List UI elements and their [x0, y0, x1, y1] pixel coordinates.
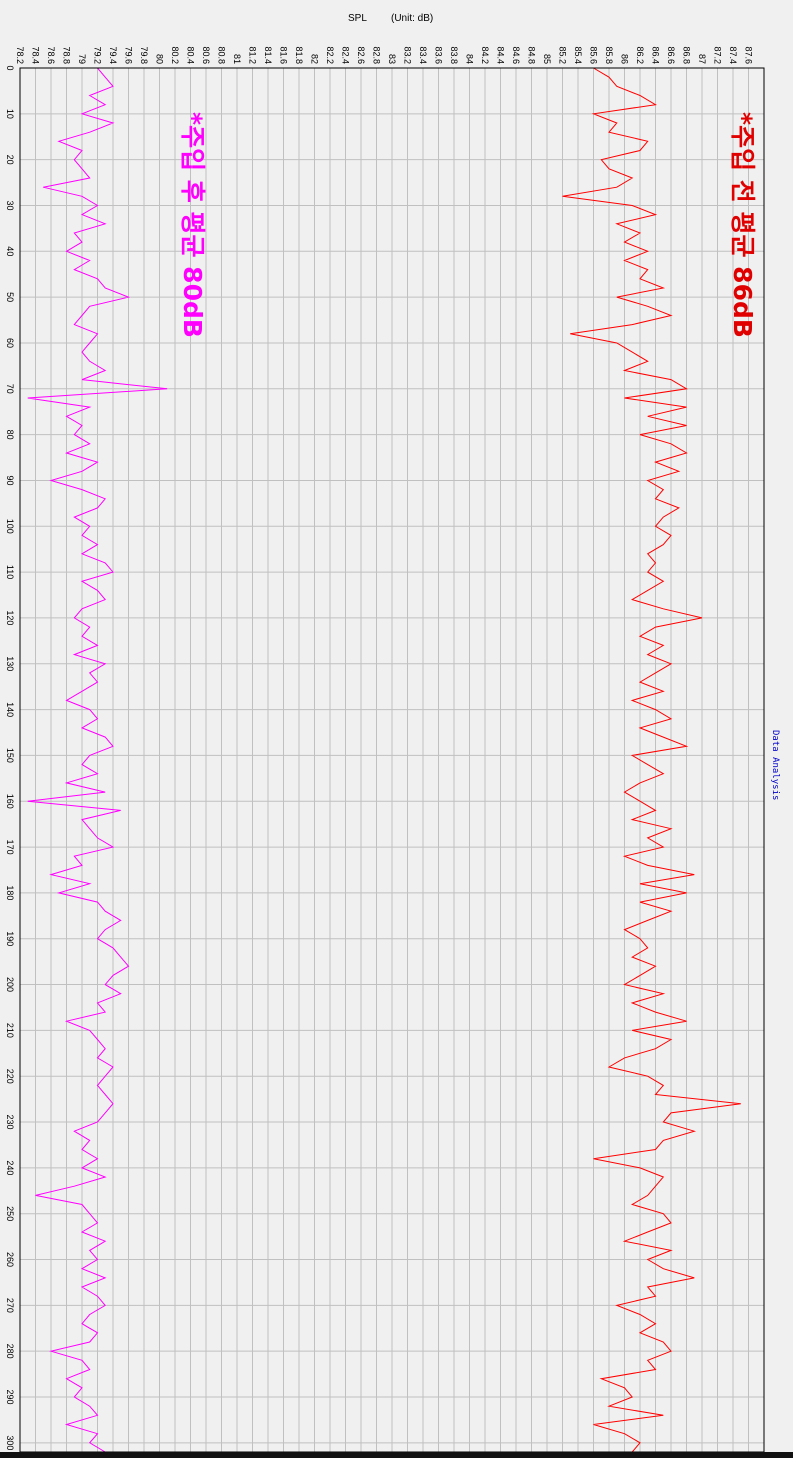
- spl-tick-label: 82.8: [372, 46, 382, 64]
- spl-tick-label: 80.8: [217, 46, 227, 64]
- spl-tick-label: 82: [310, 54, 320, 64]
- time-tick-label: 110: [5, 565, 15, 579]
- time-tick-label: 20: [5, 155, 15, 165]
- spl-tick-label: 86.4: [651, 46, 661, 64]
- time-tick-label: 120: [5, 610, 15, 625]
- spl-tick-label: 86.2: [635, 46, 645, 64]
- spl-tick-label: 84.2: [480, 46, 490, 64]
- spl-tick-label: 86.6: [666, 46, 676, 64]
- time-tick-label: 140: [5, 702, 15, 717]
- spl-tick-label: 85.8: [604, 46, 614, 64]
- time-tick-label: 80: [5, 430, 15, 440]
- spl-tick-label: 87.6: [744, 46, 754, 64]
- spl-tick-label: 81.6: [279, 46, 289, 64]
- before-average-annotation: *주입 전 평균 86dB: [728, 112, 757, 338]
- time-tick-label: 60: [5, 338, 15, 348]
- spl-tick-label: 80.4: [186, 46, 196, 64]
- spl-tick-label: 80: [155, 54, 165, 64]
- spl-tick-label: 79.4: [108, 46, 118, 64]
- time-tick-label: 190: [5, 931, 15, 946]
- spl-tick-label: 84.4: [496, 46, 506, 64]
- time-tick-label: 130: [5, 656, 15, 671]
- time-tick-label: 0: [5, 65, 15, 70]
- spl-tick-label: 84.6: [511, 46, 521, 64]
- spl-tick-label: 79.8: [139, 46, 149, 64]
- chart-grid: [19, 67, 764, 1452]
- series-before-line: [562, 67, 741, 1453]
- spl-tick-label: 87: [697, 54, 707, 64]
- spl-tick-label: 83.2: [403, 46, 413, 64]
- spl-tick-label: 78.6: [46, 46, 56, 64]
- spl-tick-label: 84.8: [527, 46, 537, 64]
- time-tick-label: 200: [5, 977, 15, 992]
- spl-tick-label: 79: [77, 54, 87, 64]
- spl-tick-label: 85.2: [558, 46, 568, 64]
- spl-tick-label: 78.8: [62, 46, 72, 64]
- time-tick-label: 230: [5, 1115, 15, 1130]
- spl-tick-label: 81.4: [263, 46, 273, 64]
- spl-tick-label: 85: [542, 54, 552, 64]
- spl-tick-label: 87.2: [713, 46, 723, 64]
- spl-tick-label: 85.6: [589, 46, 599, 64]
- time-tick-label: 160: [5, 794, 15, 809]
- bottom-frame-bar: [0, 1452, 793, 1458]
- spl-tick-label: 82.2: [325, 46, 335, 64]
- time-tick-label: 150: [5, 748, 15, 763]
- time-tick-label: 30: [5, 200, 15, 210]
- spl-tick-label: 81: [232, 54, 242, 64]
- spl-tick-label: 79.2: [93, 46, 103, 64]
- spl-tick-label: 81.2: [248, 46, 258, 64]
- time-tick-label: 250: [5, 1206, 15, 1221]
- data-analysis-label: Data Analysis: [770, 730, 780, 801]
- spl-tick-label: 82.6: [356, 46, 366, 64]
- time-tick-labels: 0 10 20 30 40 50 60 70 80 90 100 110 120 130 140 150 160…: [5, 65, 15, 1450]
- time-tick-label: 90: [5, 475, 15, 485]
- spl-tick-label: 78.4: [31, 46, 41, 64]
- spl-tick-label: 87.4: [728, 46, 738, 64]
- spl-tick-label: 80.6: [201, 46, 211, 64]
- spl-tick-label: 84: [465, 54, 475, 64]
- time-tick-label: 180: [5, 885, 15, 900]
- chart-title: SPL: [348, 13, 367, 24]
- time-tick-label: 70: [5, 384, 15, 394]
- after-average-annotation: *주입 후 평균 80dB: [178, 112, 207, 338]
- time-tick-label: 270: [5, 1298, 15, 1313]
- time-tick-label: 240: [5, 1160, 15, 1175]
- spl-tick-label: 86.8: [682, 46, 692, 64]
- spl-tick-label: 86: [620, 54, 630, 64]
- time-tick-label: 210: [5, 1023, 15, 1038]
- spl-tick-labels: 78.2 78.4 78.6 78.8 79 79.2 79.4 79.6 79.8 80 80.2…: [15, 46, 754, 64]
- spl-tick-label: 83.6: [434, 46, 444, 64]
- time-tick-label: 280: [5, 1344, 15, 1359]
- spl-tick-label: 79.6: [124, 46, 134, 64]
- spl-tick-label: 85.4: [573, 46, 583, 64]
- time-tick-label: 220: [5, 1069, 15, 1084]
- spl-tick-label: 83: [387, 54, 397, 64]
- time-tick-label: 50: [5, 292, 15, 302]
- series-layer: [27, 67, 741, 1453]
- time-tick-label: 10: [5, 109, 15, 119]
- spl-tick-label: 82.4: [341, 46, 351, 64]
- series-after-line: [27, 67, 168, 1453]
- unit-label: (Unit: dB): [391, 13, 434, 24]
- spl-tick-label: 83.8: [449, 46, 459, 64]
- time-tick-label: 300: [5, 1435, 15, 1450]
- spl-tick-label: 81.8: [294, 46, 304, 64]
- spl-tick-label: 78.2: [15, 46, 25, 64]
- spl-tick-label: 83.4: [418, 46, 428, 64]
- time-tick-label: 290: [5, 1389, 15, 1404]
- spl-tick-label: 80.2: [170, 46, 180, 64]
- time-tick-label: 40: [5, 246, 15, 256]
- time-tick-label: 260: [5, 1252, 15, 1267]
- time-tick-label: 100: [5, 519, 15, 534]
- time-tick-label: 170: [5, 840, 15, 855]
